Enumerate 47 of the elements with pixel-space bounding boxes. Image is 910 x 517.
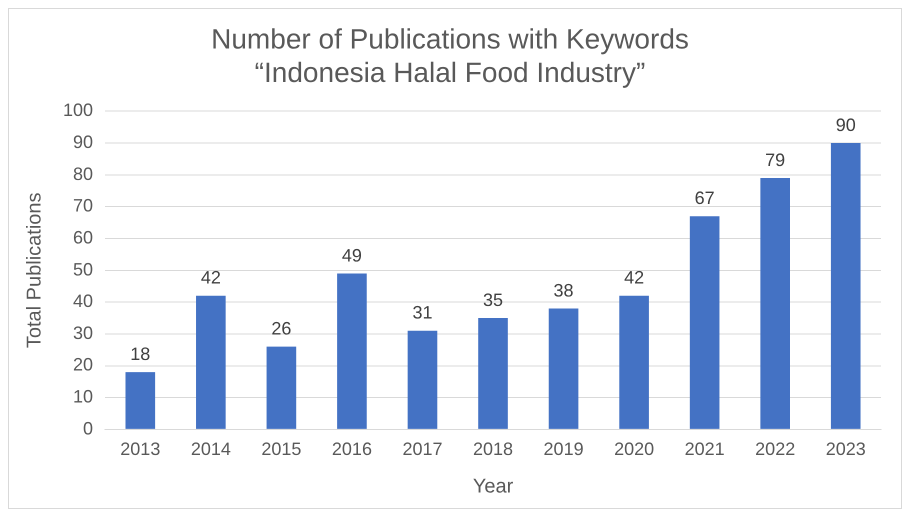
y-tick-label: 60: [73, 227, 94, 248]
x-axis-title: Year: [472, 476, 514, 498]
data-label: 18: [130, 344, 150, 364]
x-tick-label: 2013: [120, 439, 160, 460]
bar: [548, 308, 578, 429]
data-label: 38: [554, 280, 574, 300]
y-tick-label: 30: [73, 322, 94, 343]
x-tick-label: 2015: [261, 439, 302, 460]
bar: [760, 178, 790, 429]
x-tick-label: 2017: [402, 439, 442, 460]
bar: [690, 216, 720, 429]
data-label: 67: [694, 188, 715, 208]
bar: [478, 318, 508, 429]
x-tick-label: 2020: [614, 439, 654, 460]
x-tick-label: 2016: [332, 439, 372, 460]
bar: [125, 372, 156, 429]
y-tick-label: 0: [83, 418, 94, 438]
x-tick-label: 2023: [826, 439, 866, 460]
bar: [196, 296, 226, 429]
chart-title: Number of Publications with Keywords “Indonesia Halal Food Industry”: [211, 24, 689, 88]
bar: [830, 143, 861, 429]
bar: [619, 296, 649, 429]
y-axis-title: Total Publications: [24, 192, 46, 348]
y-tick-label: 50: [73, 259, 94, 280]
bar: [408, 330, 438, 429]
data-label: 35: [483, 290, 504, 310]
bar: [337, 273, 367, 429]
data-label: 49: [342, 245, 362, 266]
data-label: 26: [271, 318, 292, 339]
y-tick-label: 10: [73, 386, 94, 407]
y-tick-label: 40: [73, 291, 94, 312]
x-tick-label: 2022: [755, 439, 796, 460]
data-label: 79: [765, 150, 786, 170]
y-tick-label: 100: [62, 100, 94, 120]
bar: [266, 346, 296, 429]
x-tick-label: 2014: [190, 439, 231, 460]
data-label: 42: [624, 268, 644, 288]
y-tick-label: 20: [73, 354, 94, 375]
y-tick-label: 80: [73, 164, 94, 184]
data-label: 31: [412, 302, 432, 323]
x-tick-label: 2019: [544, 439, 584, 460]
data-label: 90: [836, 114, 856, 135]
data-label: 42: [200, 268, 221, 288]
y-tick-label: 90: [73, 132, 94, 152]
x-tick-label: 2018: [472, 439, 514, 460]
y-tick-label: 70: [73, 196, 94, 216]
x-tick-label: 2021: [684, 439, 725, 460]
